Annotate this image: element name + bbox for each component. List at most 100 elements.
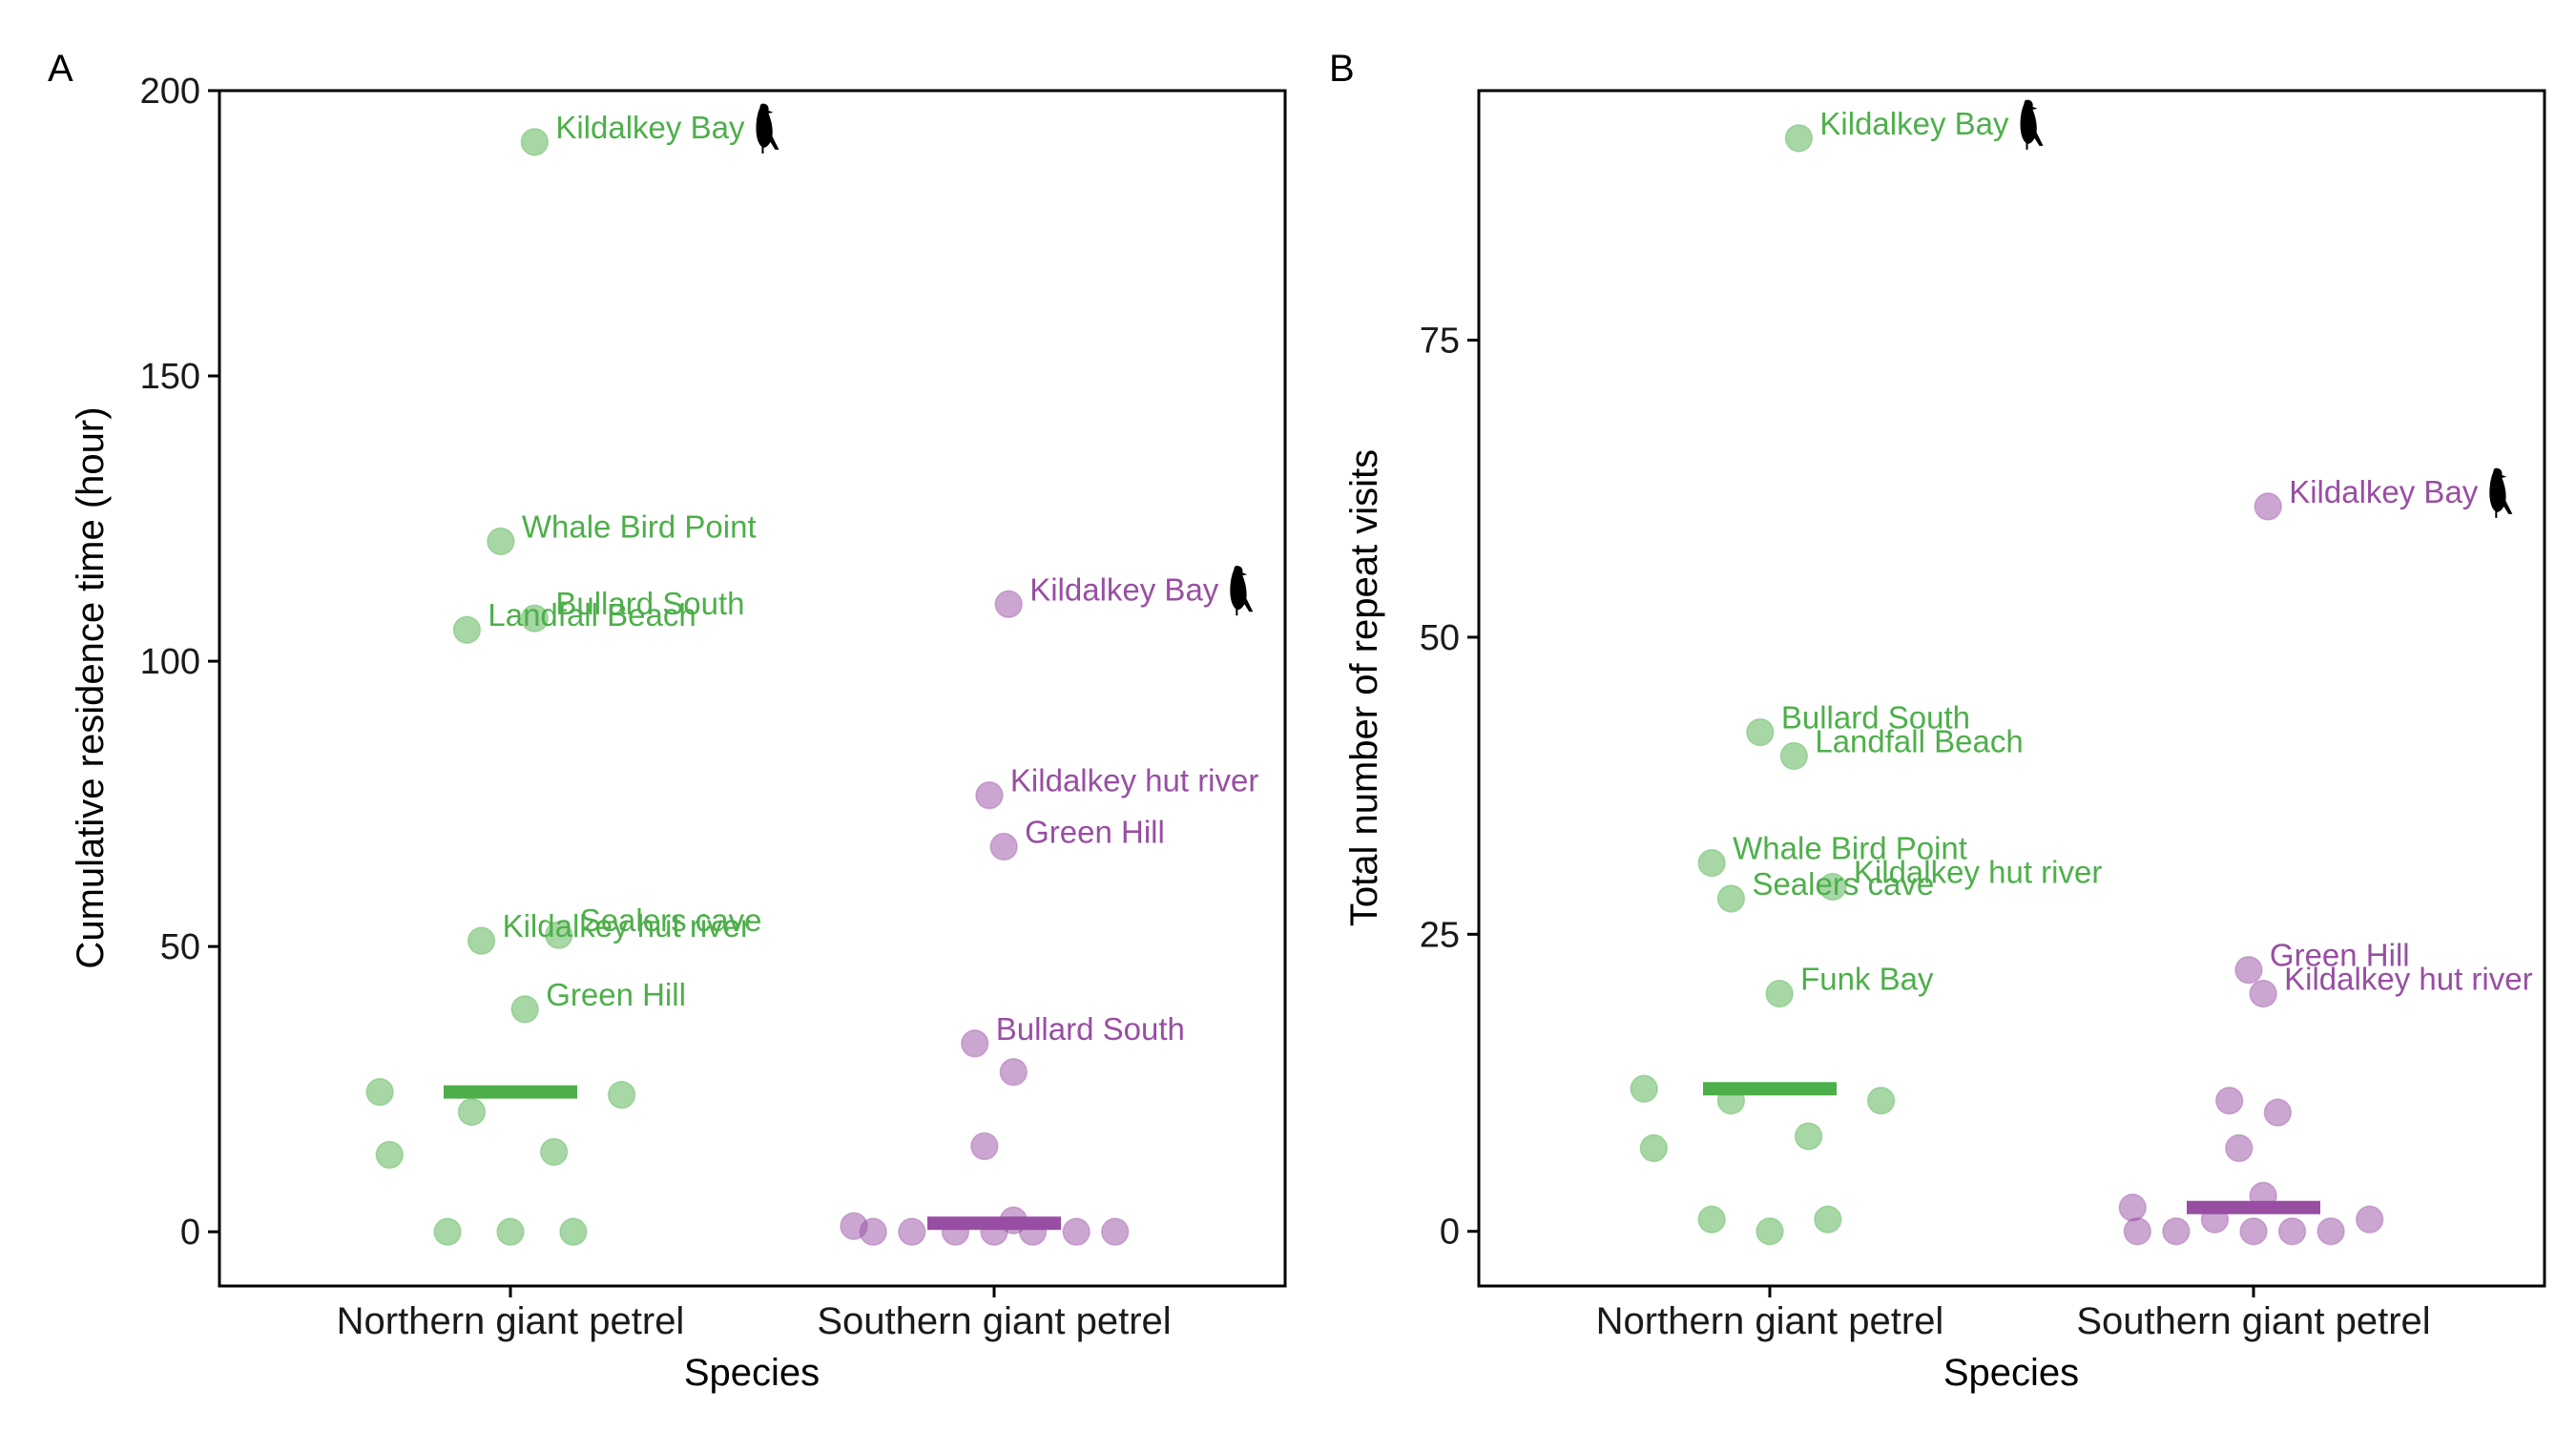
panel-a-point-label-northern-giant-petrel-sealers-cave: Sealers cave [580,902,762,938]
panel-b-point-northern-giant-petrel-2 [1779,741,1809,771]
panel-b-point-southern-giant-petrel-0 [2254,492,2282,521]
panel-a-point-southern-giant-petrel-2 [989,832,1018,861]
panel-a-y-tick-label-0: 0 [180,1213,200,1253]
panel-a-y-tick-label-100: 100 [140,642,200,682]
panel-a-point-southern-giant-petrel-8 [859,1217,887,1246]
panel-a-point-northern-giant-petrel-7 [365,1077,394,1107]
panel-b-point-label-northern-giant-petrel-funk-bay: Funk Bay [1800,962,1934,997]
panel-b-point-label-northern-giant-petrel-kildalkey-bay: Kildalkey Bay [1819,106,2009,141]
panel-a-y-tick-label-50: 50 [160,927,200,967]
panel-b-point-northern-giant-petrel-5 [1716,884,1746,913]
panel-b-y-axis-label: Total number of repeat visits [1343,449,1385,926]
panel-b-point-southern-giant-petrel-13 [2277,1216,2307,1246]
panel-b-point-label-northern-giant-petrel-landfall-beach: Landfall Beach [1815,723,2023,758]
panel-a-point-northern-giant-petrel-4 [544,921,573,949]
panel-b-point-northern-giant-petrel-8 [1866,1086,1896,1115]
panel-a: A 0 50 100 150 200 Northern giant petrel South… [48,48,1287,1394]
panel-b-point-label-southern-giant-petrel-green-hill: Green Hill [2270,938,2410,973]
panel-b-point-southern-giant-petrel-4 [2263,1098,2293,1127]
panel-a-point-label-northern-giant-petrel-green-hill: Green Hill [546,977,686,1012]
panel-b-point-northern-giant-petrel-1 [1746,717,1775,747]
panel-b-point-northern-giant-petrel-4 [1818,872,1847,902]
panel-a-plot-border [218,89,1287,1288]
panel-b-point-northern-giant-petrel-7 [1630,1074,1658,1103]
panel-b: B 0 25 50 75 Northern giant petrel Southern g… [1329,48,2546,1394]
panel-a-point-label-northern-giant-petrel-kildalkey-bay: Kildalkey Bay [555,110,745,145]
panel-a-point-label-southern-giant-petrel-kildalkey-hut-river: Kildalkey hut river [1010,763,1258,798]
panel-a-point-label-northern-giant-petrel-whale-bird-point: Whale Bird Point [522,508,757,544]
panel-a-point-northern-giant-petrel-5 [467,926,496,955]
panel-a-x-axis-label: Species [684,1352,820,1394]
panel-a-point-southern-giant-petrel-0 [994,590,1023,619]
panel-a-petrel-icon-southern-giant-petrel [1230,566,1254,616]
panel-a-point-southern-giant-petrel-4 [999,1057,1028,1087]
panel-a-point-northern-giant-petrel-0 [520,128,550,156]
panel-b-point-southern-giant-petrel-11 [2162,1216,2191,1246]
panel-b-point-northern-giant-petrel-14 [1755,1216,1784,1246]
panel-b-point-southern-giant-petrel-2 [2249,979,2277,1008]
panel-a-point-northern-giant-petrel-9 [457,1097,487,1127]
panel-b-point-label-northern-giant-petrel-whale-bird-point: Whale Bird Point [1733,831,1967,866]
panel-a-point-northern-giant-petrel-1 [487,527,515,556]
panel-a-x-tick-label-southern-giant-petrel: Southern giant petrel [817,1300,1171,1342]
panel-b-point-southern-giant-petrel-8 [2355,1205,2384,1234]
panel-b-point-northern-giant-petrel-11 [1794,1122,1823,1151]
panel-a-point-northern-giant-petrel-12 [433,1217,462,1246]
panel-a-point-northern-giant-petrel-2 [520,604,550,633]
panel-b-point-northern-giant-petrel-3 [1697,848,1726,878]
panel-b-y-tick-label-75: 75 [1420,321,1460,362]
panel-b-point-label-northern-giant-petrel-kildalkey-hut-river: Kildalkey hut river [1854,855,2102,890]
panel-a-point-label-southern-giant-petrel-green-hill: Green Hill [1025,814,1165,849]
panel-b-x-tick-label-southern-giant-petrel: Southern giant petrel [2076,1300,2430,1342]
panel-a-point-southern-giant-petrel-5 [970,1131,999,1161]
panel-b-point-southern-giant-petrel-14 [2316,1216,2345,1246]
panel-a-point-northern-giant-petrel-6 [510,995,539,1024]
panel-a-point-label-southern-giant-petrel-kildalkey-bay: Kildalkey Bay [1029,571,1219,607]
panel-a-point-label-southern-giant-petrel-bullard-south: Bullard South [996,1011,1185,1047]
panel-a-x-tick-label-northern-giant-petrel: Northern giant petrel [337,1300,685,1342]
panel-b-point-southern-giant-petrel-7 [2118,1193,2147,1222]
panel-a-point-southern-giant-petrel-9 [898,1217,926,1246]
panel-a-point-southern-giant-petrel-12 [1018,1217,1048,1246]
panel-b-petrel-icon-southern-giant-petrel [2489,467,2513,518]
panel-b-y-tick-label-0: 0 [1440,1213,1460,1253]
panel-b-x-tick-label-northern-giant-petrel: Northern giant petrel [1596,1300,1944,1342]
panel-a-point-northern-giant-petrel-13 [496,1217,525,1246]
panel-b-plot-border [1477,89,2546,1288]
panel-b-point-northern-giant-petrel-13 [1814,1205,1842,1234]
panel-b-petrel-icon-northern-giant-petrel [2020,99,2044,150]
panel-a-point-northern-giant-petrel-11 [539,1137,569,1167]
panel-b-point-northern-giant-petrel-0 [1784,124,1814,153]
panel-b-point-label-northern-giant-petrel-sealers-cave: Sealers cave [1752,866,1934,902]
panel-a-point-label-northern-giant-petrel-kildalkey-hut-river: Kildalkey hut river [503,908,751,944]
panel-a-point-northern-giant-petrel-8 [607,1080,636,1110]
panel-a-point-southern-giant-petrel-10 [941,1217,970,1246]
panel-b-point-northern-giant-petrel-10 [1639,1133,1669,1163]
panel-a-point-northern-giant-petrel-10 [375,1140,404,1170]
panel-b-point-northern-giant-petrel-12 [1697,1205,1726,1234]
panel-a-point-southern-giant-petrel-13 [1062,1217,1091,1246]
panel-a-point-northern-giant-petrel-3 [452,615,482,644]
panel-b-point-southern-giant-petrel-1 [2234,955,2263,985]
panel-b-y-tick-label-25: 25 [1420,915,1460,955]
panel-b-point-label-northern-giant-petrel-bullard-south: Bullard South [1781,700,1970,736]
panel-b-point-label-southern-giant-petrel-kildalkey-bay: Kildalkey Bay [2289,474,2479,509]
panel-a-petrel-icon-northern-giant-petrel [756,103,779,154]
panel-a-point-southern-giant-petrel-3 [960,1029,989,1058]
panel-b-point-southern-giant-petrel-6 [2249,1181,2277,1211]
panel-a-point-southern-giant-petrel-14 [1101,1217,1130,1246]
panel-b-point-southern-giant-petrel-10 [2123,1216,2152,1246]
panel-a-y-axis-label: Cumulative residence time (hour) [70,406,112,968]
panel-a-point-southern-giant-petrel-11 [980,1217,1008,1246]
panel-a-point-northern-giant-petrel-14 [559,1217,588,1246]
panel-a-y-tick-label-150: 150 [140,357,200,397]
panel-b-point-southern-giant-petrel-5 [2225,1133,2254,1163]
panel-b-y-tick-label-50: 50 [1420,618,1460,658]
panel-b-marks: 0 25 50 75 Northern giant petrel Southern gia… [1420,99,2533,1342]
panel-b-point-northern-giant-petrel-9 [1716,1086,1746,1115]
panel-a-point-southern-giant-petrel-1 [975,780,1004,810]
panel-a-marks: 0 50 100 150 200 Northern giant petrel Souther… [140,72,1259,1342]
panel-b-point-southern-giant-petrel-3 [2214,1086,2244,1115]
panel-a-y-tick-label-200: 200 [140,72,200,112]
